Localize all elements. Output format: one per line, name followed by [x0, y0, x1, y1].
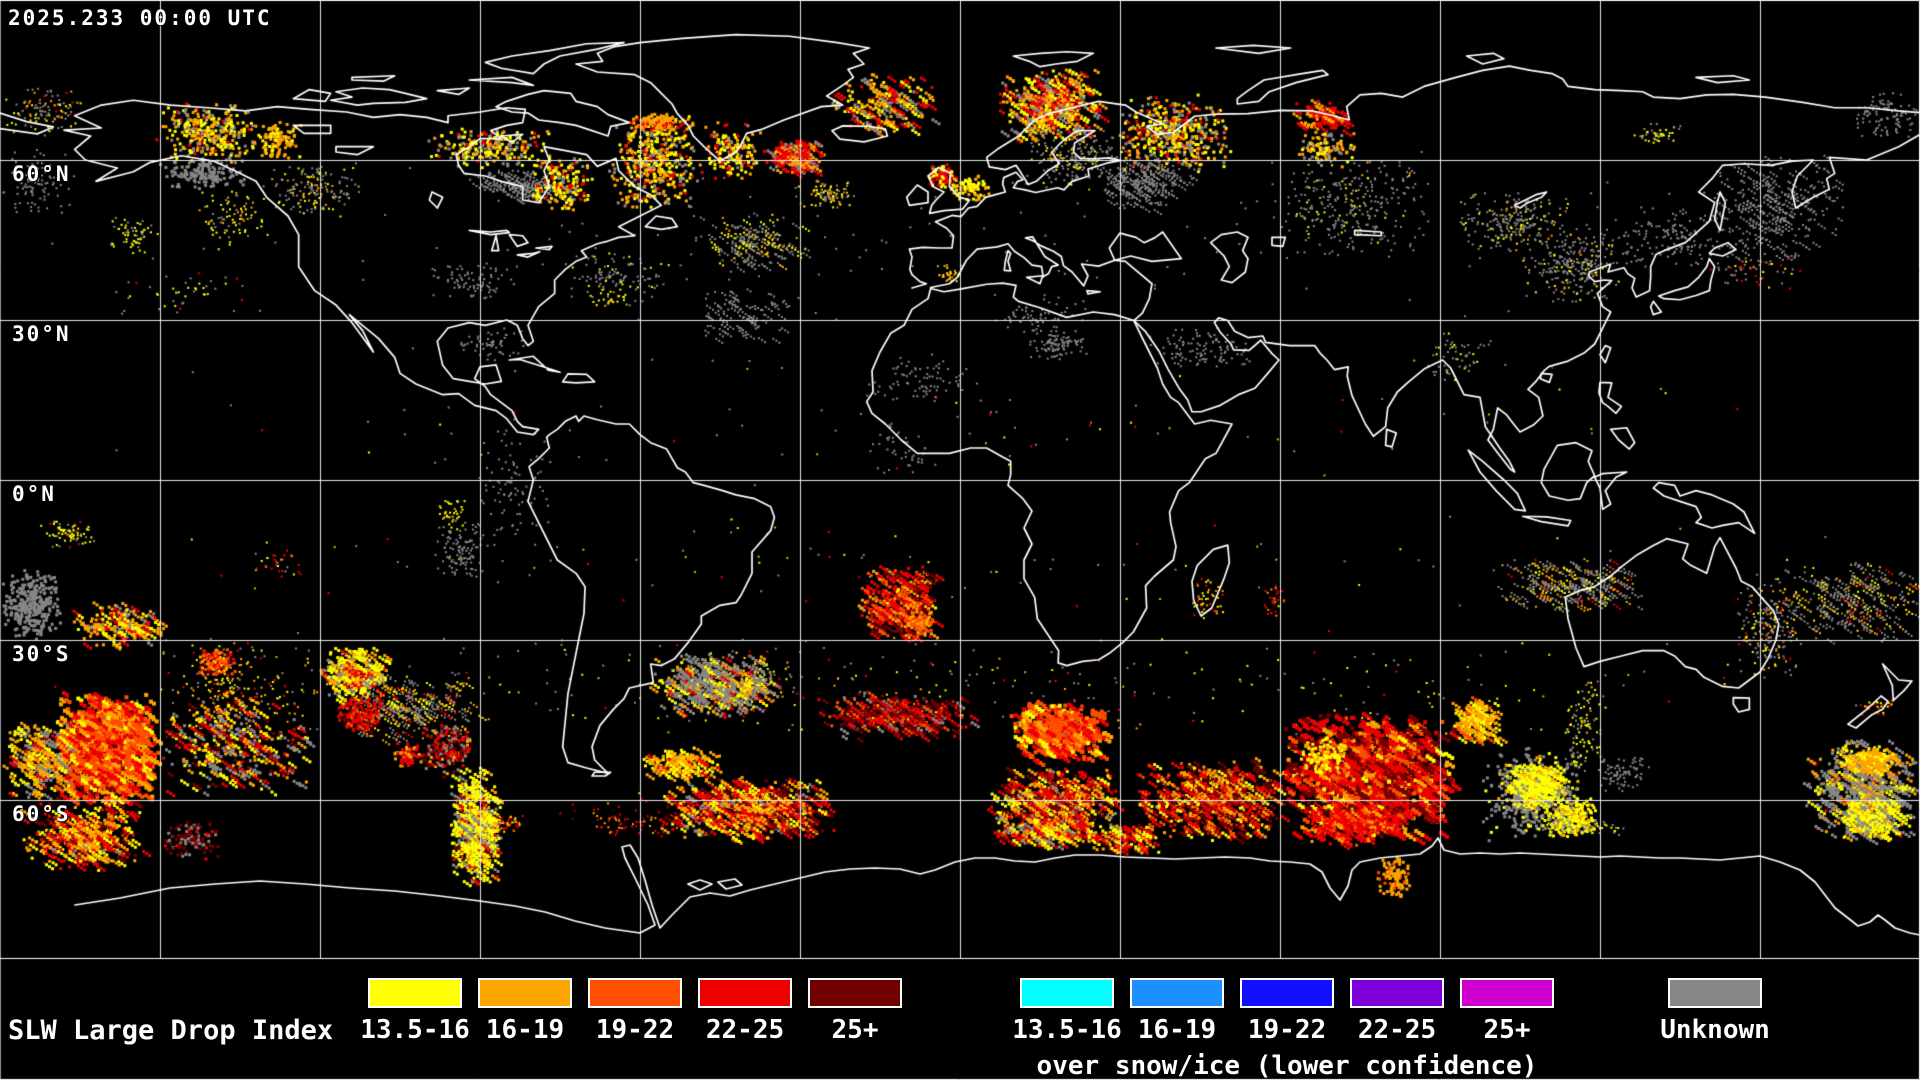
legend-subtitle: over snow/ice (lower confidence) [1036, 1051, 1538, 1080]
legend-swatch [1350, 978, 1444, 1008]
legend-swatch [368, 978, 462, 1008]
legend-swatch-label: 13.5-16 [360, 1015, 470, 1045]
legend-swatch-label: 19-22 [595, 1015, 675, 1045]
timestamp-label: 2025.233 00:00 UTC [8, 6, 272, 30]
legend-swatch [1668, 978, 1762, 1008]
legend-swatch [808, 978, 902, 1008]
legend-swatch [588, 978, 682, 1008]
latitude-label: 0°N [12, 482, 56, 506]
legend-swatch [1020, 978, 1114, 1008]
legend-swatch-label: 16-19 [1137, 1015, 1217, 1045]
legend-swatch-label: 13.5-16 [1012, 1015, 1122, 1045]
legend-swatch-label: 25+ [1483, 1015, 1531, 1045]
legend-swatch-label: Unknown [1660, 1015, 1770, 1045]
latitude-label: 60°S [12, 802, 71, 826]
legend-swatch [1240, 978, 1334, 1008]
legend-swatch-label: 25+ [831, 1015, 879, 1045]
legend-swatch-label: 19-22 [1247, 1015, 1327, 1045]
latitude-label: 60°N [12, 162, 71, 186]
legend-swatch-label: 22-25 [1357, 1015, 1437, 1045]
legend-swatch-label: 22-25 [705, 1015, 785, 1045]
legend-title: SLW Large Drop Index [8, 1015, 334, 1046]
legend-swatch [1460, 978, 1554, 1008]
legend-swatch [478, 978, 572, 1008]
legend-swatch-label: 16-19 [485, 1015, 565, 1045]
latitude-label: 30°S [12, 642, 71, 666]
legend-swatch [1130, 978, 1224, 1008]
legend-swatch [698, 978, 792, 1008]
latitude-label: 30°N [12, 322, 71, 346]
